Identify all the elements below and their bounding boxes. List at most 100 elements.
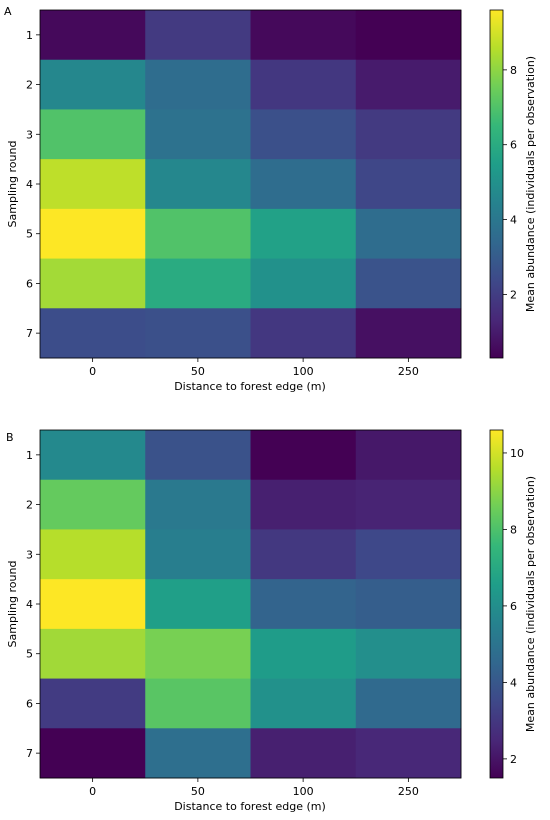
heatmap-cell [40,628,146,679]
x-tick-label: 100 [293,365,314,378]
colorbar-tick-label: 8 [510,523,517,536]
y-tick-label: 3 [26,128,33,141]
heatmap-cell [145,529,251,580]
heatmap-cell [145,10,251,61]
heatmap-cell [145,258,251,309]
heatmap-cell [40,109,146,160]
x-tick-label: 250 [398,365,419,378]
y-tick-label: 6 [26,697,33,710]
heatmap-cell [250,678,357,729]
heatmap-cell [40,529,146,580]
colorbar-tick-label: 6 [510,600,517,613]
heatmap-cell [355,430,462,481]
heatmap-cell [40,208,146,259]
heatmap-cell [250,159,357,210]
colorbar-tick-label: 6 [510,139,517,152]
y-tick-label: 5 [26,648,33,661]
y-tick-label: 3 [26,548,33,561]
heatmap-cell [250,208,357,259]
heatmap-cell [40,159,146,210]
y-tick-label: 5 [26,228,33,241]
heatmap-cell [145,159,251,210]
colorbar-tick-label: 2 [510,753,517,766]
y-tick-label: 4 [26,598,33,611]
heatmap-cell [250,258,357,309]
heatmap-cell [250,479,357,530]
colorbar [489,429,504,779]
y-axis-label-a: Sampling round [6,141,19,228]
panel-label-a: A [4,5,12,18]
heatmap-cell [145,430,251,481]
heatmap-panel-a: A Distance to forest edge (m) Sampling r… [4,5,537,393]
x-tick-label: 250 [398,785,419,798]
heatmap-cell [250,579,357,630]
y-tick-label: 2 [26,79,33,92]
heatmap-cell [355,159,462,210]
x-tick-label: 50 [191,365,205,378]
heatmap-cell [250,529,357,580]
heatmap-cell [145,628,251,679]
x-tick-label: 100 [293,785,314,798]
colorbar [489,9,504,359]
colorbar-tick-label: 2 [510,288,517,301]
heatmap-cell [40,430,146,481]
heatmap-cell [40,678,146,729]
heatmap-cell [250,10,357,61]
heatmap-cell [145,59,251,110]
colorbar-tick-label: 4 [510,214,517,227]
heatmap-cell [145,479,251,530]
heatmap-cell [145,678,251,729]
colorbar-label-a: Mean abundance (individuals per observat… [524,56,537,312]
y-axis-label-b: Sampling round [6,561,19,648]
heatmap-cell [145,308,251,359]
heatmap-cell [355,579,462,630]
heatmap-cell [355,628,462,679]
heatmap-cell [145,109,251,160]
x-axis-label-b: Distance to forest edge (m) [174,800,326,813]
heatmap-cell [145,208,251,259]
heatmap-cell [40,59,146,110]
heatmap-cell [250,308,357,359]
heatmap-cell [355,208,462,259]
y-tick-label: 2 [26,499,33,512]
colorbar-tick-label: 8 [510,64,517,77]
x-tick-label: 0 [89,365,96,378]
heatmap-cell [355,529,462,580]
heatmap-cell [40,258,146,309]
heatmap-cell [40,728,146,779]
heatmap-cell [355,728,462,779]
heatmap-cell [355,678,462,729]
heatmap-cell [355,109,462,160]
heatmap-cell [355,479,462,530]
panel-label-b: B [6,431,14,444]
heatmap-cell [250,430,357,481]
y-tick-label: 7 [26,327,33,340]
heatmap-cell [355,59,462,110]
x-tick-label: 50 [191,785,205,798]
heatmap-cell [250,728,357,779]
heatmap-cell [40,10,146,61]
y-tick-label: 4 [26,178,33,191]
heatmap-cell [40,479,146,530]
heatmap-cell [250,59,357,110]
x-axis-label-a: Distance to forest edge (m) [174,380,326,393]
heatmap-cell [250,628,357,679]
heatmap-cell [145,579,251,630]
heatmap-cell [355,10,462,61]
y-tick-label: 1 [26,449,33,462]
colorbar-tick-label: 10 [510,447,524,460]
colorbar-label-b: Mean abundance (individuals per observat… [524,476,537,732]
heatmap-cell [250,109,357,160]
heatmap-cell [355,308,462,359]
x-tick-label: 0 [89,785,96,798]
heatmap-cell [355,258,462,309]
heatmap-cell [145,728,251,779]
heatmap-panel-b: B Distance to forest edge (m) Sampling r… [6,429,537,813]
heatmap-cell [40,579,146,630]
y-tick-label: 1 [26,29,33,42]
heatmap-cell [40,308,146,359]
y-tick-label: 7 [26,747,33,760]
colorbar-tick-label: 4 [510,676,517,689]
y-tick-label: 6 [26,277,33,290]
